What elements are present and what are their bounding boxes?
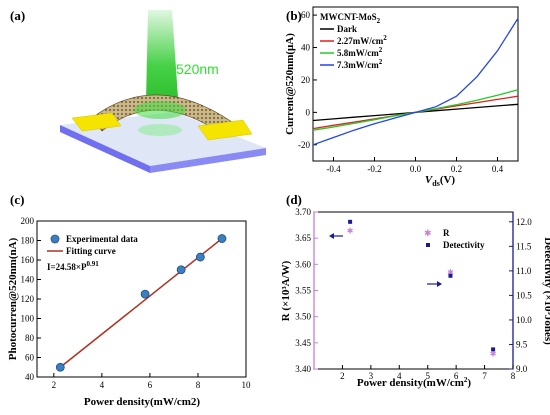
chart-b-xlabel: Vds(V) bbox=[425, 174, 456, 188]
chart-d-ylabel-left: R (×10³A/W) bbox=[280, 260, 292, 321]
panel-label-b: (b) bbox=[286, 8, 302, 23]
substrate-edge bbox=[60, 125, 150, 173]
fit-equation: I=24.58×P0.91 bbox=[47, 260, 99, 272]
chart-d-frame bbox=[313, 211, 514, 370]
chart-c-xtick-label: 2 bbox=[52, 380, 57, 390]
chart-d-xtick-label: 7 bbox=[482, 371, 487, 381]
legend-label-2: 5.8mW/cm2 bbox=[337, 46, 383, 58]
chart-d-xtick-label: 6 bbox=[454, 371, 459, 381]
panel-b-iv-chart: (b) -0.4 -0.2 0.0 0.2 0.4 -20 0 20 40 60 MWCNT-M… bbox=[284, 6, 519, 188]
chart-d-ytick-label-left: 3.60 bbox=[295, 259, 311, 269]
panel-d-responsivity-chart: (d) 2 3 4 5 6 7 8 3.40 3.45 3.50 3.55 3.60 3.65 3.70… bbox=[280, 192, 550, 389]
chart-b-ytick-label: 60 bbox=[301, 10, 311, 20]
chart-c-ytick-label: 160 bbox=[21, 255, 35, 265]
chart-d-ytick-label-left: 3.50 bbox=[295, 312, 311, 322]
chart-d-ytick-label-left: 3.70 bbox=[295, 207, 311, 217]
panel-c-photocurrent-chart: (c) 2 4 6 8 10 40 60 80 100 120 140 160 180 200 Expe… bbox=[7, 192, 251, 408]
panel-a-schematic: (a) 520nm bbox=[10, 8, 266, 173]
detectivity-point bbox=[448, 273, 453, 278]
chart-c-ytick-label: 40 bbox=[25, 372, 35, 382]
responsivity-point: ✱ bbox=[490, 349, 497, 358]
chart-c-ytick-label: 60 bbox=[25, 353, 35, 363]
chart-d-xtick-label: 8 bbox=[511, 371, 516, 381]
legend-label-detectivity: Detectivity bbox=[443, 240, 485, 250]
chart-d-ytick-label-left: 3.65 bbox=[295, 233, 311, 243]
panel-label-a: (a) bbox=[10, 8, 25, 23]
responsivity-point: ✱ bbox=[447, 268, 454, 277]
detectivity-point bbox=[348, 219, 353, 224]
experimental-point bbox=[195, 252, 205, 262]
chart-c-xlabel: Power density(mW/cm2) bbox=[84, 396, 201, 408]
wavelength-label: 520nm bbox=[176, 61, 219, 77]
chart-b-title: MWCNT-MoS2 bbox=[320, 12, 381, 25]
chart-d-ytick-label-right: 12.0 bbox=[516, 217, 532, 227]
chart-b-ytick-label: 20 bbox=[301, 75, 311, 85]
detectivity-point bbox=[491, 347, 496, 352]
chart-d-xtick-label: 5 bbox=[425, 371, 430, 381]
experimental-point bbox=[217, 234, 227, 243]
chart-b-ylabel: Current@520nm(μA) bbox=[284, 33, 296, 135]
chart-c-ytick-label: 100 bbox=[21, 314, 35, 324]
chart-c-xtick-label: 8 bbox=[196, 380, 201, 390]
chart-d-ylabel-right: Detectivity (×10⁹Jones) bbox=[542, 237, 550, 345]
chart-d-legend: ✱ R Detectivity bbox=[424, 228, 485, 250]
fitting-curve-line bbox=[59, 237, 223, 368]
illumination-spot bbox=[134, 101, 186, 119]
light-beam bbox=[146, 10, 178, 102]
chart-c-ytick-label: 120 bbox=[21, 294, 35, 304]
legend-label-experimental: Experimental data bbox=[66, 234, 138, 244]
chart-b-ytick-label: 0 bbox=[306, 107, 311, 117]
legend-label-3: 7.3mW/cm2 bbox=[337, 58, 383, 70]
arrow-to-left-axis bbox=[329, 233, 343, 239]
legend-marker-experimental bbox=[50, 234, 60, 244]
chart-b-xtick-label: -0.2 bbox=[367, 164, 381, 174]
chart-d-ytick-label-right: 10.0 bbox=[516, 315, 532, 325]
chart-d-xlabel: Power density(mW/cm2) bbox=[357, 376, 472, 389]
legend-marker-r: ✱ bbox=[424, 228, 432, 238]
legend-label-r: R bbox=[443, 228, 450, 238]
chart-d-ytick-label-right: 9.0 bbox=[516, 364, 528, 374]
arrow-to-right-axis bbox=[427, 281, 442, 287]
chart-d-ytick-label-left: 3.45 bbox=[295, 338, 311, 348]
chart-b-xtick-label: 0.4 bbox=[492, 164, 504, 174]
chart-c-ytick-label: 200 bbox=[21, 216, 35, 226]
right-electrode bbox=[197, 119, 253, 141]
legend-marker-detectivity bbox=[426, 243, 430, 247]
chart-d-xtick-label: 4 bbox=[397, 371, 402, 381]
chart-d-ytick-label-right: 9.5 bbox=[516, 339, 528, 349]
experimental-point bbox=[55, 362, 65, 372]
chart-b-xtick-label: 0.0 bbox=[410, 164, 422, 174]
chart-c-ytick-label: 80 bbox=[25, 333, 35, 343]
chart-c-ytick-label: 140 bbox=[21, 275, 35, 285]
chart-d-ytick-label-right: 11.0 bbox=[516, 266, 532, 276]
left-electrode bbox=[71, 112, 122, 132]
chart-d-ytick-label-right: 11.5 bbox=[516, 241, 532, 251]
chart-d-ytick-label-left: 3.40 bbox=[295, 364, 311, 374]
chart-b-xtick-label: -0.4 bbox=[326, 164, 341, 174]
chart-d-ytick-label-right: 10.5 bbox=[516, 290, 532, 300]
chart-d-xtick-label: 3 bbox=[369, 371, 374, 381]
legend-label-0: Dark bbox=[337, 24, 357, 34]
legend-label-fitting: Fitting curve bbox=[66, 246, 116, 256]
chart-b-ytick-label: 40 bbox=[301, 43, 311, 53]
chart-d-ytick-label-left: 3.55 bbox=[295, 286, 311, 296]
chart-b-ytick-label: -20 bbox=[298, 140, 310, 150]
series-line-3 bbox=[312, 17, 519, 146]
panel-label-c: (c) bbox=[10, 192, 24, 207]
panel-label-d: (d) bbox=[286, 192, 302, 207]
chart-c-xtick-label: 4 bbox=[100, 380, 105, 390]
experimental-point bbox=[140, 289, 150, 299]
responsivity-point: ✱ bbox=[347, 226, 354, 235]
chart-c-ylabel: Photocurren@520nm(nA) bbox=[7, 237, 19, 360]
chart-c-ytick-label: 180 bbox=[21, 236, 35, 246]
chart-d-xtick-label: 2 bbox=[340, 371, 345, 381]
legend-label-1: 2.27mW/cm2 bbox=[337, 34, 387, 46]
experimental-point bbox=[176, 265, 186, 275]
chart-b-xtick-label: 0.2 bbox=[451, 164, 462, 174]
chart-c-xtick-label: 10 bbox=[242, 380, 252, 390]
chart-c-xtick-label: 6 bbox=[148, 380, 153, 390]
